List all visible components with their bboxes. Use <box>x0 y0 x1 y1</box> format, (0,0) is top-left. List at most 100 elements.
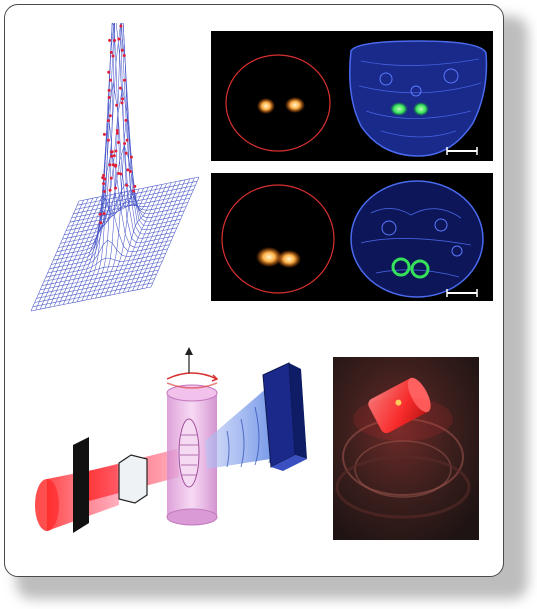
sample-points <box>98 24 137 225</box>
sample-point <box>115 129 119 132</box>
sample-point <box>120 101 124 105</box>
sample-point <box>102 212 106 216</box>
mesh-line <box>150 176 200 288</box>
mesh-line <box>109 185 158 296</box>
sample-point <box>102 190 106 193</box>
mesh-line <box>66 182 187 231</box>
mesh-line <box>78 176 200 202</box>
sample-point <box>109 150 113 154</box>
sample-point <box>115 103 119 107</box>
mesh-line <box>71 193 192 219</box>
sample-point <box>103 177 107 181</box>
mesh-line <box>95 23 144 299</box>
sample-point <box>108 38 112 42</box>
sample-point <box>117 141 120 144</box>
sample-point <box>108 163 112 167</box>
sample-point <box>115 131 119 135</box>
figure-card <box>4 4 504 577</box>
slice-outline <box>221 184 335 294</box>
mesh-line <box>56 23 177 253</box>
brain-slice-bottom <box>221 180 484 298</box>
brain-slice-top-panel <box>211 31 493 161</box>
mesh-line <box>136 179 186 290</box>
fluor-spot-green <box>410 259 430 279</box>
glowing-sample <box>368 377 431 434</box>
sample-point <box>123 142 127 145</box>
mesh-line <box>75 185 196 210</box>
sample-point <box>106 119 110 123</box>
fluor-spot-green <box>413 102 429 116</box>
sample-point <box>125 183 129 187</box>
sample-point <box>117 37 121 41</box>
sample-point <box>109 176 113 180</box>
sample-point <box>102 182 105 186</box>
specimen <box>178 418 200 488</box>
mesh-line <box>118 183 167 294</box>
sample-point <box>102 173 106 177</box>
sample-photo <box>333 357 479 540</box>
sample-point <box>107 88 111 92</box>
mesh-line <box>146 177 195 289</box>
sample-point <box>114 163 118 167</box>
mesh-line <box>62 88 183 240</box>
sample-point <box>121 97 124 101</box>
mesh-line <box>77 180 198 206</box>
mesh-line <box>127 181 177 292</box>
sample-point <box>107 70 111 74</box>
sample-point <box>114 186 117 190</box>
sample-point <box>124 118 128 122</box>
sample-point <box>124 151 128 155</box>
mesh-line <box>99 119 149 298</box>
sample-point <box>98 212 102 216</box>
sample-point <box>101 176 105 180</box>
optical-setup <box>35 347 307 533</box>
sample-point <box>99 221 103 225</box>
mesh-line <box>58 23 179 248</box>
sample-point <box>132 189 136 193</box>
sample-point <box>125 138 129 142</box>
surface-mesh <box>30 23 200 312</box>
sample-point <box>123 78 126 82</box>
surface-plot-panel <box>23 23 201 313</box>
sample-point <box>126 168 130 172</box>
sample-point <box>119 24 123 28</box>
sample-point <box>117 171 120 175</box>
sample-point <box>107 96 111 99</box>
sample-point <box>110 154 114 158</box>
slice-outline <box>225 54 331 152</box>
fluor-spot <box>256 247 282 267</box>
sample-point <box>120 48 124 52</box>
mesh-line <box>113 184 163 295</box>
fluor-spot-green <box>390 102 408 116</box>
rotation-arrow-icon <box>166 372 218 380</box>
sample-point <box>119 86 122 90</box>
projection-beam <box>205 381 283 469</box>
mesh-line <box>54 23 176 257</box>
brain-slice-bottom-panel <box>211 173 493 301</box>
fluor-spot <box>277 250 301 268</box>
mesh-line <box>60 23 181 244</box>
sample-point <box>119 172 123 176</box>
sample-point <box>108 188 112 192</box>
mesh-line <box>67 200 188 227</box>
mesh-line <box>123 182 172 293</box>
sample-point <box>133 184 137 188</box>
sample-point <box>114 149 118 153</box>
sample-point <box>111 163 115 167</box>
sample-point <box>102 132 106 136</box>
sample-point <box>109 78 112 82</box>
sample-point <box>112 154 116 158</box>
tissue-section <box>349 40 488 157</box>
mesh-line <box>141 178 191 289</box>
sample-point <box>113 39 117 42</box>
optical-setup-panel <box>27 345 317 555</box>
sample-point <box>122 54 126 57</box>
mesh-line <box>132 180 181 291</box>
aperture-plate <box>73 437 89 533</box>
mesh-line <box>104 186 154 297</box>
lens-element <box>118 454 148 504</box>
sample-point <box>109 51 113 54</box>
sample-point <box>129 155 133 159</box>
sample-photo-panel <box>333 357 479 540</box>
brain-slice-top <box>225 40 488 157</box>
